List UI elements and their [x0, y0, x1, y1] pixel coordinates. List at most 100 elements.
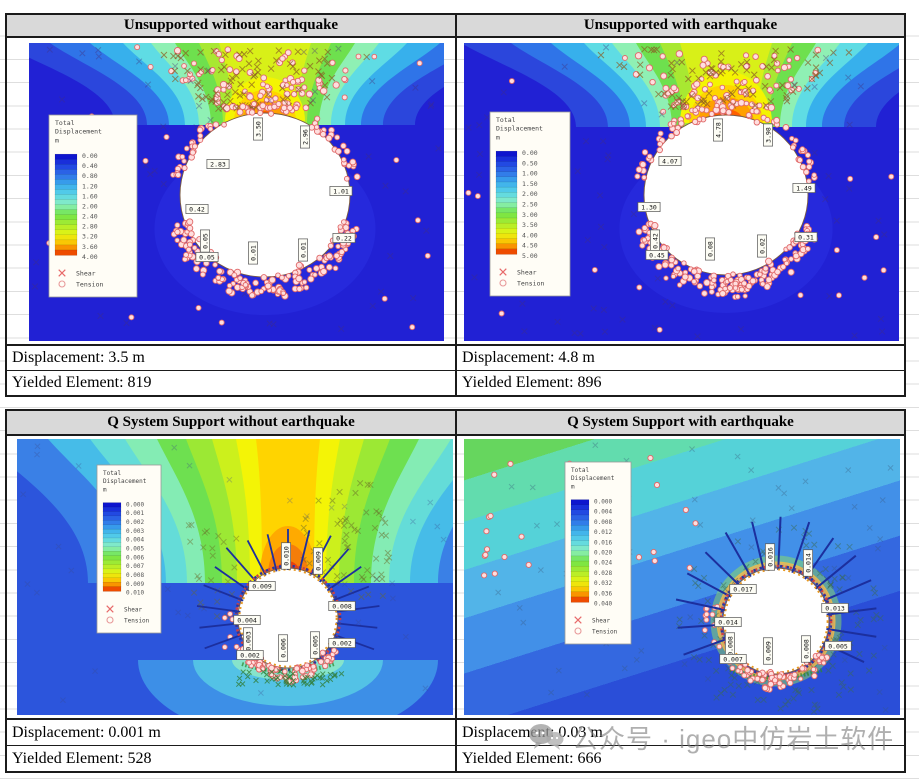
svg-text:1.49: 1.49 — [796, 184, 812, 192]
svg-text:Tension: Tension — [517, 280, 544, 288]
panel-header-q-eq: Q System Support with earthquake — [567, 414, 794, 430]
svg-text:0.014: 0.014 — [804, 553, 812, 573]
svg-text:0.013: 0.013 — [825, 604, 845, 612]
svg-text:Tension: Tension — [76, 281, 103, 289]
svg-text:2.50: 2.50 — [522, 200, 538, 208]
boundary-yield-markers — [724, 652, 830, 693]
svg-text:0.42: 0.42 — [189, 205, 205, 213]
svg-text:0.003: 0.003 — [244, 631, 252, 651]
svg-text:3.50: 3.50 — [254, 121, 262, 137]
svg-text:0.02: 0.02 — [758, 238, 766, 254]
svg-text:4.00: 4.00 — [522, 231, 538, 239]
svg-text:0.31: 0.31 — [798, 233, 814, 241]
svg-text:2.80: 2.80 — [82, 223, 98, 231]
contour-plot-unsupported-no-eq: 3.50 2.96 2.83 1.01 0.42 0.05 0.05 0.01 0.01 0.22… — [29, 43, 444, 341]
svg-text:m: m — [103, 486, 107, 493]
svg-text:0.009: 0.009 — [252, 582, 272, 590]
svg-text:0.45: 0.45 — [649, 251, 665, 259]
caption-displacement: Displacement: 4.8 m — [457, 346, 904, 370]
svg-text:0.005: 0.005 — [828, 642, 848, 650]
svg-text:3.00: 3.00 — [522, 211, 538, 219]
measurement-labels: 3.50 2.96 2.83 1.01 0.42 0.05 0.05 0.01 0.01 0.22 — [185, 117, 356, 265]
svg-text:Tension: Tension — [124, 618, 150, 625]
svg-text:4.00: 4.00 — [82, 253, 98, 261]
svg-text:0.008: 0.008 — [332, 602, 352, 610]
svg-text:0.009: 0.009 — [126, 581, 144, 588]
table-unsupported: Unsupported without earthquake Unsupport… — [5, 13, 906, 397]
svg-text:0.007: 0.007 — [126, 563, 144, 570]
figure-cell-q-no-eq: 0.010 0.009 0.009 0.008 0.004 0.003 0.002 0.006… — [7, 436, 457, 718]
svg-text:0.010: 0.010 — [126, 590, 144, 597]
svg-text:0.020: 0.020 — [594, 550, 612, 557]
svg-text:Displacement: Displacement — [571, 475, 615, 482]
svg-text:0.002: 0.002 — [126, 519, 144, 526]
caption-yielded-element: Yielded Element: 528 — [7, 746, 457, 771]
svg-text:0.000: 0.000 — [594, 498, 612, 505]
svg-text:0.40: 0.40 — [82, 162, 98, 170]
svg-text:1.30: 1.30 — [641, 203, 657, 211]
contour-bands — [17, 439, 453, 715]
svg-text:1.50: 1.50 — [522, 180, 538, 188]
boundary-yield-markers — [170, 100, 361, 300]
svg-text:3.20: 3.20 — [82, 233, 98, 241]
caption-yielded-element: Yielded Element: 666 — [457, 746, 904, 771]
caption-displacement: Displacement: 3.5 m — [7, 346, 457, 370]
svg-text:0.009: 0.009 — [314, 551, 322, 571]
panel-header-q-no-eq: Q System Support without earthquake — [7, 411, 457, 434]
header-row: Unsupported without earthquake Unsupport… — [7, 15, 904, 38]
svg-text:4.07: 4.07 — [662, 157, 678, 165]
svg-text:0.01: 0.01 — [299, 242, 307, 258]
svg-text:Displacement: Displacement — [55, 128, 102, 136]
svg-text:0.005: 0.005 — [311, 635, 319, 655]
svg-text:0.001: 0.001 — [126, 510, 144, 517]
header-row: Q System Support without earthquake Q Sy… — [7, 411, 904, 436]
svg-text:Total: Total — [103, 470, 121, 477]
caption-yielded-element: Yielded Element: 896 — [457, 371, 904, 395]
svg-text:m: m — [571, 483, 575, 490]
figure-cell-unsupported-eq: 4.78 3.98 4.07 1.49 1.30 0.42 0.45 0.08 0.02 0.31… — [457, 38, 904, 344]
svg-text:0.008: 0.008 — [726, 636, 734, 656]
svg-text:Total: Total — [55, 119, 75, 127]
svg-text:0.01: 0.01 — [249, 245, 257, 261]
svg-text:Total: Total — [496, 116, 516, 124]
panel-header-unsupported-no-eq: Unsupported without earthquake — [7, 15, 457, 36]
svg-text:0.024: 0.024 — [594, 560, 612, 567]
svg-text:0.006: 0.006 — [126, 554, 144, 561]
svg-text:4.78: 4.78 — [714, 122, 722, 138]
svg-text:0.007: 0.007 — [723, 655, 743, 663]
svg-text:0.50: 0.50 — [522, 159, 538, 167]
caption-row-displacement: Displacement: 3.5 m Displacement: 4.8 m — [7, 346, 904, 371]
caption-row-yielded: Yielded Element: 528 Yielded Element: 66… — [7, 746, 904, 771]
svg-text:5.00: 5.00 — [522, 252, 538, 260]
svg-text:2.00: 2.00 — [522, 190, 538, 198]
svg-text:0.003: 0.003 — [126, 528, 144, 535]
svg-text:Tension: Tension — [592, 629, 618, 636]
svg-text:m: m — [55, 136, 59, 144]
svg-text:0.008: 0.008 — [594, 519, 612, 526]
yield-markers — [20, 443, 447, 704]
measurement-labels: 4.78 3.98 4.07 1.49 1.30 0.42 0.45 0.08 0.02 0.31 — [637, 118, 818, 261]
contour-bands — [464, 439, 900, 715]
svg-text:Shear: Shear — [517, 269, 537, 277]
caption-row-yielded: Yielded Element: 819 Yielded Element: 89… — [7, 371, 904, 395]
figure-cell-unsupported-no-eq: 3.50 2.96 2.83 1.01 0.42 0.05 0.05 0.01 0.01 0.22… — [7, 38, 457, 344]
svg-text:0.010: 0.010 — [282, 546, 290, 566]
table-q-support: Q System Support without earthquake Q Sy… — [5, 409, 906, 773]
svg-text:0.014: 0.014 — [718, 618, 738, 626]
svg-text:3.98: 3.98 — [764, 127, 772, 143]
caption-displacement: Displacement: 0.001 m — [7, 720, 457, 745]
svg-text:0.005: 0.005 — [126, 546, 144, 553]
caption-displacement: Displacement: 0.03 m — [457, 720, 904, 745]
svg-text:0.032: 0.032 — [594, 580, 612, 587]
svg-text:0.05: 0.05 — [201, 233, 209, 249]
figure-row: 0.010 0.009 0.009 0.008 0.004 0.003 0.002 0.006… — [7, 436, 904, 720]
svg-text:0.017: 0.017 — [733, 585, 753, 593]
tunnel-opening — [643, 114, 809, 276]
svg-text:0.22: 0.22 — [336, 234, 352, 242]
svg-text:0.008: 0.008 — [126, 572, 144, 579]
svg-text:1.20: 1.20 — [82, 182, 98, 190]
